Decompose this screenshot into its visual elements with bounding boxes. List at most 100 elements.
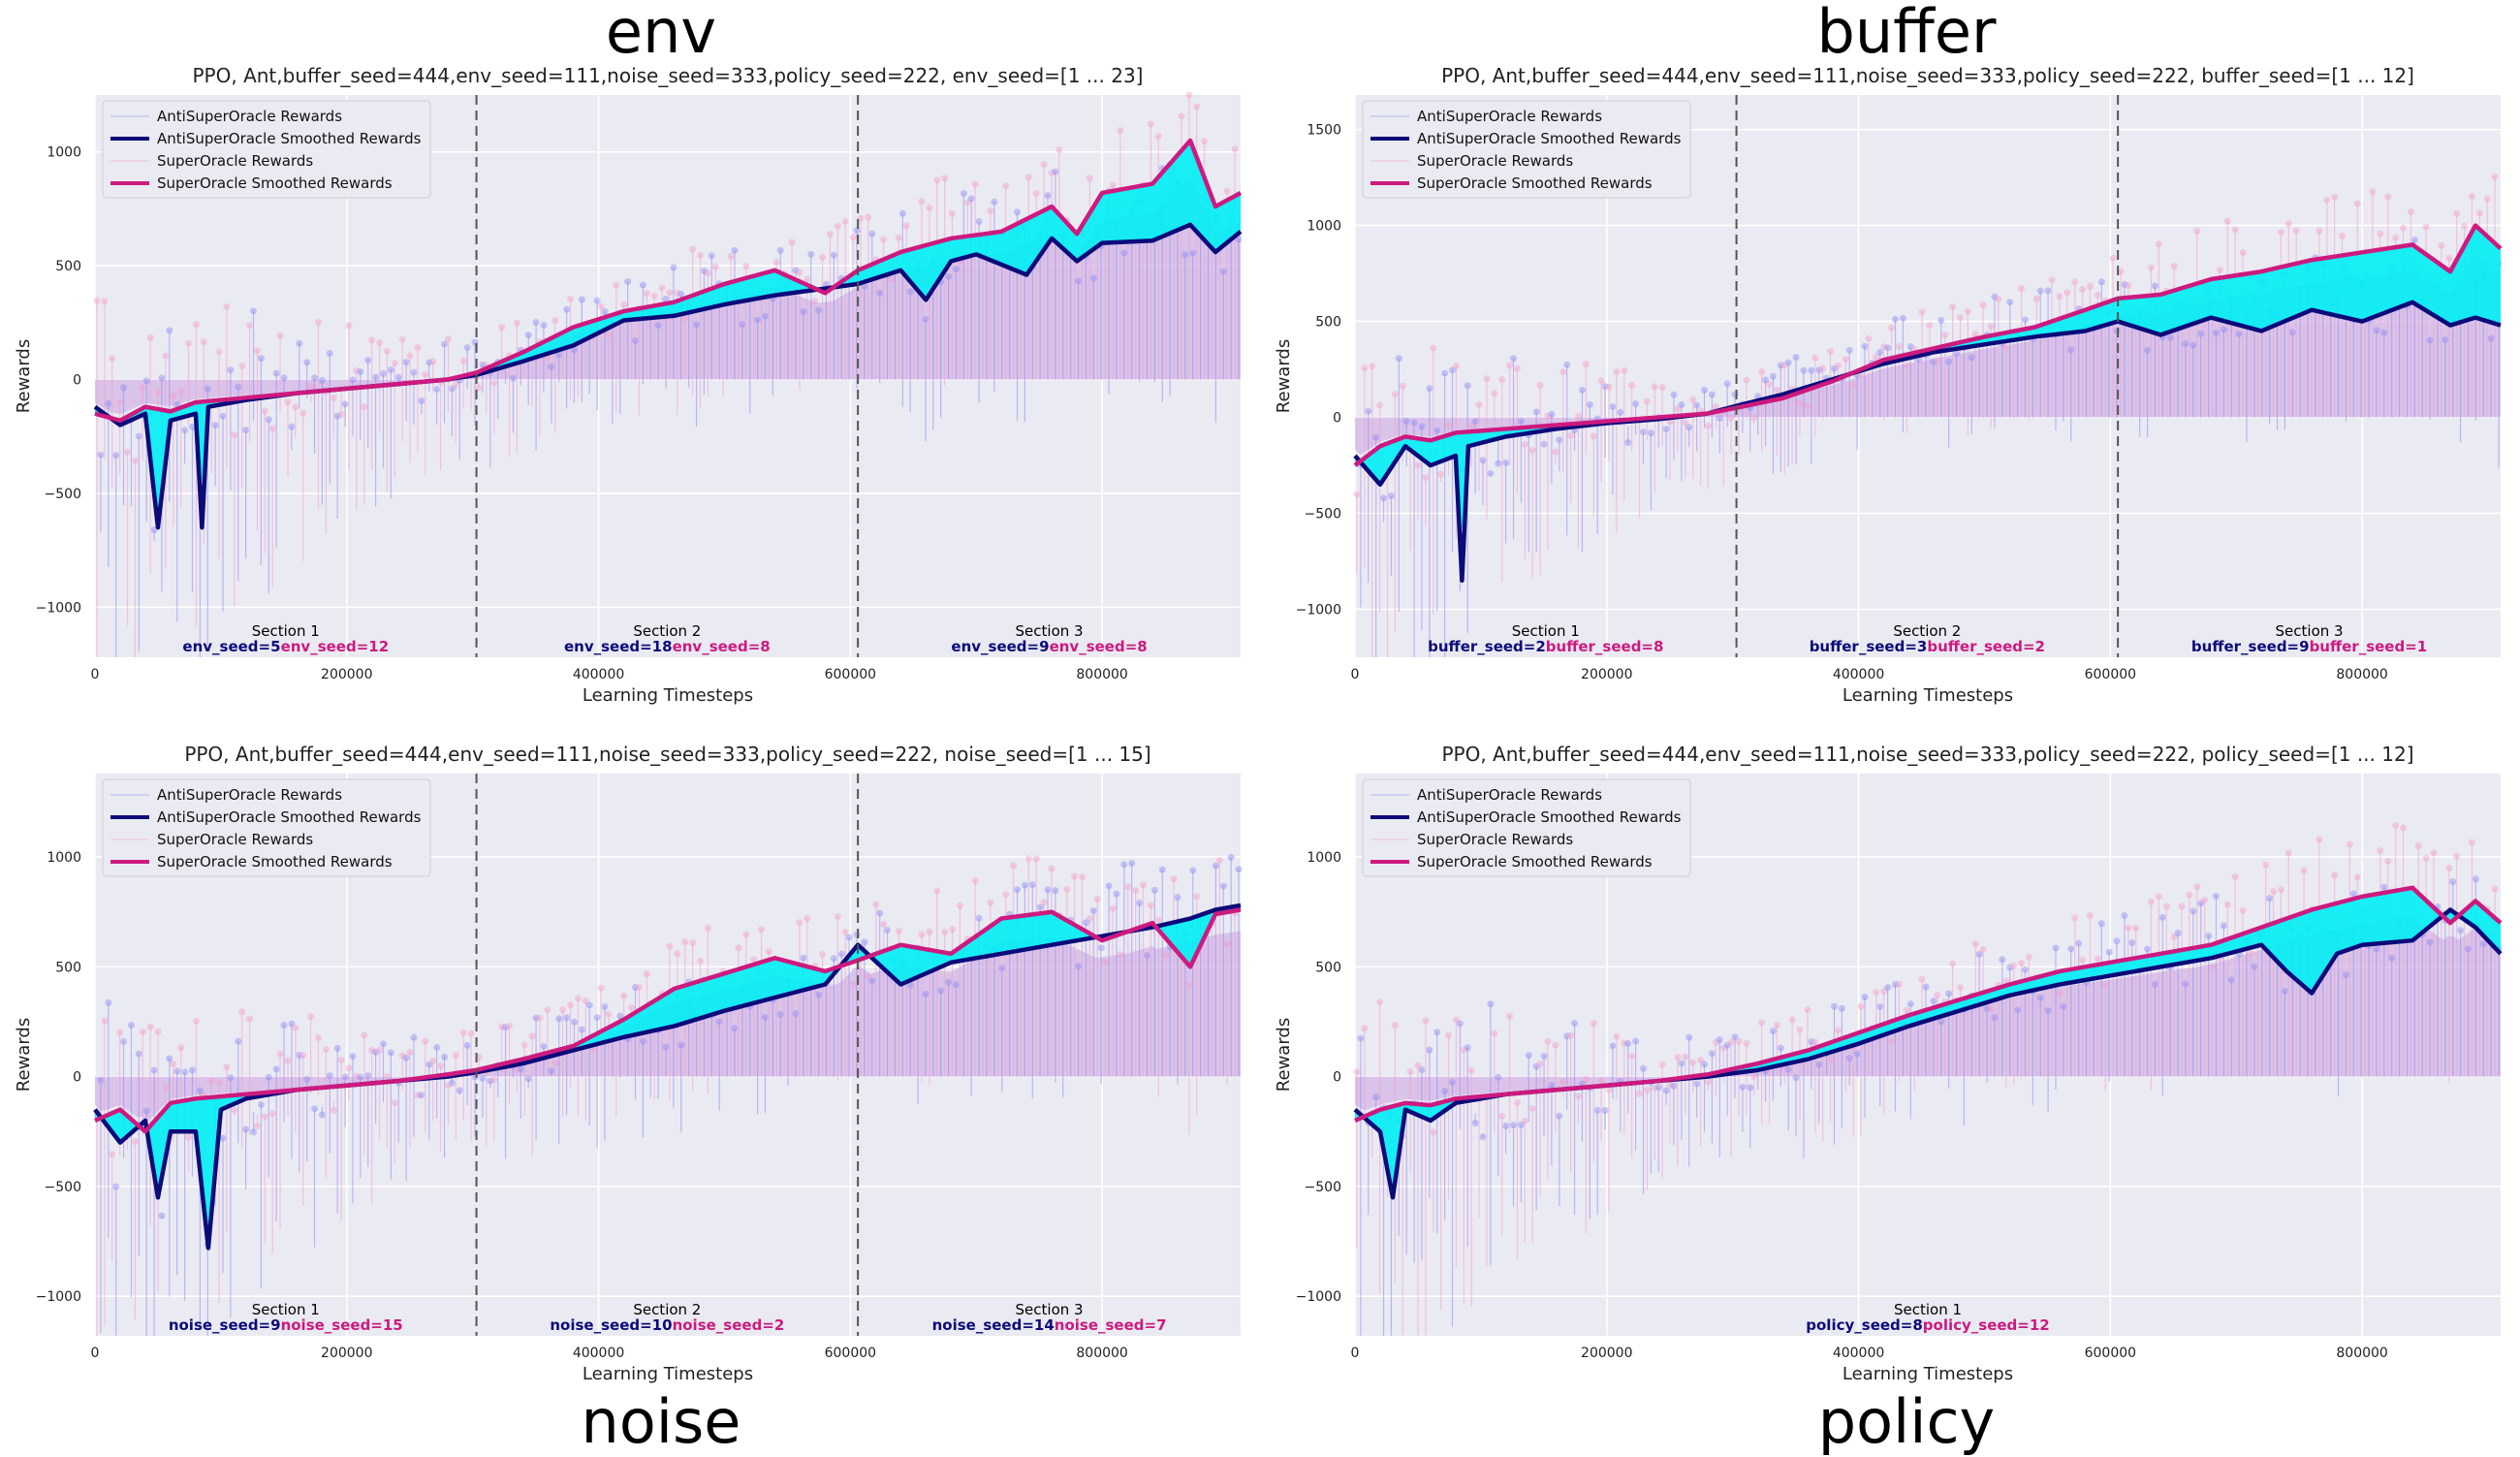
anti-raw-point (272, 369, 280, 377)
super-raw-point (444, 1082, 452, 1090)
super-raw-point (1528, 1104, 1536, 1112)
anti-raw-point (1433, 1029, 1441, 1036)
super-raw-point (1605, 1086, 1613, 1093)
super-raw-point (987, 899, 994, 906)
section-super-seed: env_seed=8 (673, 638, 771, 655)
super-raw-point (880, 920, 888, 928)
super-raw-point (2056, 989, 2063, 997)
chart-title: PPO, Ant,buffer_seed=444,env_seed=111,no… (1441, 743, 2413, 766)
super-raw-point (841, 929, 849, 936)
anti-raw-point (1624, 1039, 1632, 1047)
super-raw-point (1780, 361, 1788, 368)
super-raw-point (1842, 356, 1849, 364)
super-raw-point (1101, 958, 1109, 966)
anti-raw-point (2349, 890, 2357, 898)
anti-raw-point (1670, 391, 1678, 398)
super-raw-point (1941, 332, 1949, 339)
super-raw-point (1078, 873, 1086, 881)
y-tick-label: −500 (1305, 507, 1341, 523)
super-raw-point (1643, 1087, 1651, 1094)
anti-raw-point (296, 339, 303, 347)
anti-raw-point (2006, 299, 2014, 306)
legend: AntiSuperOracle Rewards AntiSuperOracle S… (102, 100, 431, 199)
anti-raw-point (105, 399, 112, 407)
super-raw-point (1460, 1046, 1467, 1054)
super-raw-point (116, 399, 124, 407)
super-raw-point (1361, 364, 1369, 371)
super-raw-point (2101, 980, 2109, 988)
anti-raw-point (876, 909, 884, 917)
super-raw-point (567, 296, 575, 303)
super-raw-point (1498, 1112, 1506, 1120)
y-tick-label: 1000 (1307, 219, 1341, 235)
anti-raw-point (1426, 1046, 1433, 1054)
super-raw-point (307, 382, 315, 390)
anti-raw-point (1930, 358, 1937, 365)
anti-raw-point (1548, 410, 1556, 418)
super-raw-point (376, 338, 384, 346)
section-anti-seed: noise_seed=9 (169, 1316, 281, 1334)
anti-raw-point (433, 1044, 441, 1052)
super-raw-point (1743, 1040, 1750, 1048)
y-tick-label: −1000 (1296, 1289, 1341, 1305)
super-raw-point (2239, 248, 2247, 256)
anti-raw-point (372, 373, 380, 381)
super-raw-point (131, 1138, 139, 1146)
anti-smoothed-line (93, 222, 1243, 530)
y-tick-label: 1000 (47, 850, 81, 866)
y-tick-label: 0 (1333, 411, 1341, 427)
super-raw-point (345, 322, 353, 330)
section-seed-label: noise_seed=9noise_seed=15 (169, 1316, 403, 1334)
anti-raw-point (142, 377, 150, 385)
anti-raw-point (1471, 418, 1479, 426)
super-raw-point (2438, 241, 2445, 249)
anti-raw-point (975, 218, 983, 226)
super-raw-point (1674, 1054, 1682, 1061)
legend-label: AntiSuperOracle Smoothed Rewards (1417, 808, 1682, 826)
anti-raw-point (333, 412, 341, 420)
anti-raw-point (1723, 1041, 1731, 1049)
section-anti-seed: env_seed=18 (564, 638, 673, 655)
legend-label: SuperOracle Smoothed Rewards (1417, 174, 1653, 192)
y-tick-label: 0 (73, 373, 81, 389)
super-raw-point (1765, 380, 1773, 388)
section-title: Section 2 (633, 1301, 701, 1318)
anti-raw-point (524, 332, 532, 339)
anti-raw-point (570, 346, 578, 354)
anti-raw-point (1502, 1122, 1510, 1129)
super-raw-point (2147, 898, 2155, 905)
anti-raw-point (448, 385, 456, 393)
super-raw-point (2461, 222, 2469, 230)
anti-raw-point (1212, 862, 1219, 870)
super-raw-point (1956, 314, 1964, 322)
section-super-seed: buffer_seed=8 (1546, 638, 1664, 655)
section-super-seed: policy_seed=12 (1923, 1316, 2050, 1334)
super-raw-point (1422, 473, 1430, 481)
super-raw-point (253, 1123, 261, 1130)
x-tick-label: 600000 (2085, 1346, 2136, 1361)
super-raw-point (361, 1031, 368, 1039)
super-raw-point (490, 379, 498, 387)
anti-raw-point (1678, 1060, 1685, 1067)
super-raw-point (628, 1003, 636, 1011)
anti-raw-point (1532, 408, 1540, 416)
anti-raw-point (2128, 938, 2136, 946)
x-tick-label: 0 (91, 667, 100, 682)
anti-raw-point (288, 1020, 296, 1028)
super-raw-point (987, 206, 994, 214)
super-raw-point (1117, 127, 1124, 135)
super-raw-point (2338, 232, 2346, 239)
anti-raw-point (563, 305, 571, 313)
super-raw-point (2162, 903, 2170, 910)
super-raw-point (131, 457, 139, 464)
anti-raw-point (2472, 875, 2479, 883)
super-raw-point (192, 321, 200, 329)
y-tick-label: −1000 (1296, 603, 1341, 618)
super-raw-point (1117, 951, 1124, 959)
super-raw-point (949, 210, 957, 218)
anti-raw-point (433, 385, 441, 393)
anti-raw-point (807, 250, 815, 258)
super-raw-point (2178, 903, 2186, 910)
anti-raw-point (1586, 400, 1593, 408)
super-raw-point (1880, 343, 1888, 351)
